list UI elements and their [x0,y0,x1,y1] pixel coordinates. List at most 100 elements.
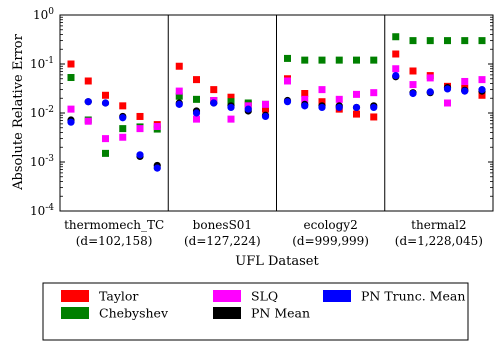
point-chebyshev [175,92,183,100]
point-pn-trunc-mean [119,114,127,122]
point-slq [444,99,451,107]
point-slq [193,115,200,123]
point-slq [84,117,92,125]
point-chebyshev [461,37,469,45]
point-chebyshev [353,56,360,64]
y-tick-label: 10-3 [30,154,54,169]
point-pn-trunc-mean [443,85,452,93]
legend-swatch [61,307,89,319]
point-taylor [262,105,269,113]
point-chebyshev [301,56,309,64]
y-tick-label: 10-4 [30,203,54,218]
point-slq [409,81,417,89]
point-chebyshev [119,125,127,133]
point-taylor [370,113,378,121]
point-pn-trunc-mean [192,109,201,117]
point-slq [153,123,161,131]
y-tick-label: 100 [33,7,54,22]
point-slq [175,87,183,95]
point-pn-trunc-mean [210,99,218,107]
legend-swatch [213,307,241,319]
y-tick-label: 10-2 [30,105,54,120]
point-taylor [136,112,144,120]
x-group-label: bonesS01 [193,218,252,232]
point-slq [102,135,109,143]
point-chebyshev [335,56,343,64]
legend-label: PN Mean [251,306,310,321]
legend-box [42,282,469,341]
legend-swatch [213,290,241,302]
point-taylor [318,98,326,106]
point-taylor [210,86,218,94]
point-pn-trunc-mean [370,103,378,112]
point-pn-trunc-mean [335,103,343,112]
point-chebyshev [227,98,235,106]
x-group-dimension-label: (d=1,228,045) [395,234,483,248]
point-taylor [175,62,183,70]
point-pn-trunc-mean [461,87,469,95]
point-chebyshev [444,37,451,45]
point-pn-trunc-mean [101,99,110,107]
point-chebyshev [67,74,75,82]
x-axis-label: UFL Dataset [235,254,319,269]
point-taylor [353,110,360,118]
plot-area: 10-4 10-3 10-2 10-1 100 thermomech_TC (d=102,1… [30,7,494,248]
y-tick-label: 10-1 [30,56,54,71]
point-chebyshev [284,54,291,62]
x-group-dimension-label: (d=127,224) [184,234,261,248]
point-pn-trunc-mean [153,164,161,172]
point-slq [119,133,127,141]
y-axis-label: Absolute Relative Error [11,33,26,190]
point-chebyshev [370,56,378,64]
point-pn-trunc-mean [175,100,183,108]
point-pn-trunc-mean [392,71,400,80]
point-slq [426,74,434,82]
point-pn-trunc-mean [136,151,144,159]
point-taylor [227,93,235,101]
point-slq [461,77,469,85]
point-pn-trunc-mean [261,112,270,121]
point-pn-trunc-mean [352,103,361,112]
x-group-label: thermomech_TC [64,218,164,232]
point-taylor [392,50,400,58]
x-group-dimension-label: (d=999,999) [292,234,369,248]
point-chebyshev [102,149,109,157]
point-taylor [409,67,417,75]
x-group-label: ecology2 [304,218,358,232]
point-chebyshev [193,95,200,103]
point-pn-trunc-mean [84,98,92,106]
legend-label: Taylor [99,289,138,304]
point-chebyshev [392,33,400,41]
point-slq [301,95,309,103]
legend-label: Chebyshev [99,306,169,321]
legend-label: SLQ [251,289,278,304]
point-chebyshev [409,37,417,45]
point-taylor [193,76,200,84]
point-slq [262,100,269,108]
point-pn-trunc-mean [301,102,309,110]
point-slq [284,77,291,85]
point-taylor [102,91,109,99]
point-chebyshev [426,37,434,45]
point-slq [227,115,235,123]
x-group-label: thermal2 [411,218,466,232]
x-group-dimension-label: (d=102,158) [76,234,153,248]
point-pn-trunc-mean [318,103,326,112]
point-slq [370,89,378,97]
point-pn-trunc-mean [426,88,434,96]
point-pn-trunc-mean [409,89,417,98]
point-taylor [84,77,92,85]
point-chebyshev [318,56,326,64]
point-slq [335,95,343,103]
point-slq [353,90,360,98]
point-slq [136,125,144,133]
legend-label: PN Trunc. Mean [361,289,465,304]
point-slq [318,86,326,94]
legend-swatch [61,290,89,302]
point-chebyshev [478,37,486,45]
point-pn-trunc-mean [283,98,292,106]
legend-swatch [323,290,351,302]
point-pn-trunc-mean [244,105,252,113]
point-taylor [119,102,127,110]
